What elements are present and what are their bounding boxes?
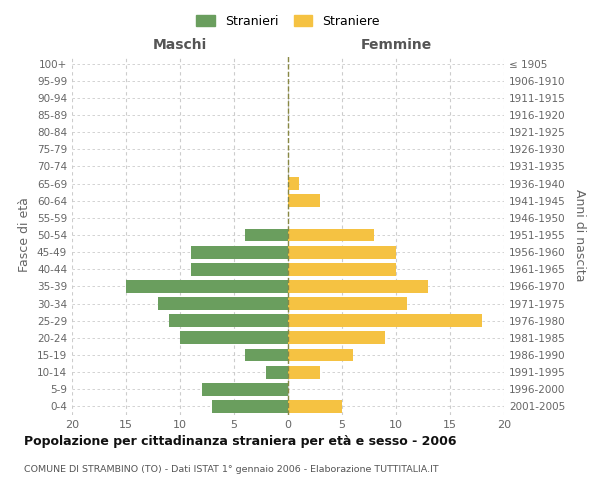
Text: Maschi: Maschi	[153, 38, 207, 52]
Bar	[245, 228, 288, 241]
Bar	[212, 400, 288, 413]
Bar	[169, 314, 288, 327]
Bar	[288, 263, 396, 276]
Bar	[202, 383, 288, 396]
Y-axis label: Anni di nascita: Anni di nascita	[574, 188, 586, 281]
Bar	[180, 332, 288, 344]
Bar	[245, 348, 288, 362]
Bar	[288, 332, 385, 344]
Bar	[288, 297, 407, 310]
Bar	[288, 366, 320, 378]
Bar	[288, 400, 342, 413]
Bar	[191, 263, 288, 276]
Bar	[126, 280, 288, 293]
Y-axis label: Fasce di età: Fasce di età	[19, 198, 31, 272]
Bar	[288, 246, 396, 258]
Text: Femmine: Femmine	[361, 38, 431, 52]
Bar	[288, 314, 482, 327]
Text: COMUNE DI STRAMBINO (TO) - Dati ISTAT 1° gennaio 2006 - Elaborazione TUTTITALIA.: COMUNE DI STRAMBINO (TO) - Dati ISTAT 1°…	[24, 465, 439, 474]
Bar	[288, 177, 299, 190]
Bar	[158, 297, 288, 310]
Bar	[288, 228, 374, 241]
Bar	[288, 280, 428, 293]
Bar	[266, 366, 288, 378]
Bar	[288, 348, 353, 362]
Bar	[191, 246, 288, 258]
Text: Popolazione per cittadinanza straniera per età e sesso - 2006: Popolazione per cittadinanza straniera p…	[24, 435, 457, 448]
Legend: Stranieri, Straniere: Stranieri, Straniere	[193, 11, 383, 32]
Bar	[288, 194, 320, 207]
